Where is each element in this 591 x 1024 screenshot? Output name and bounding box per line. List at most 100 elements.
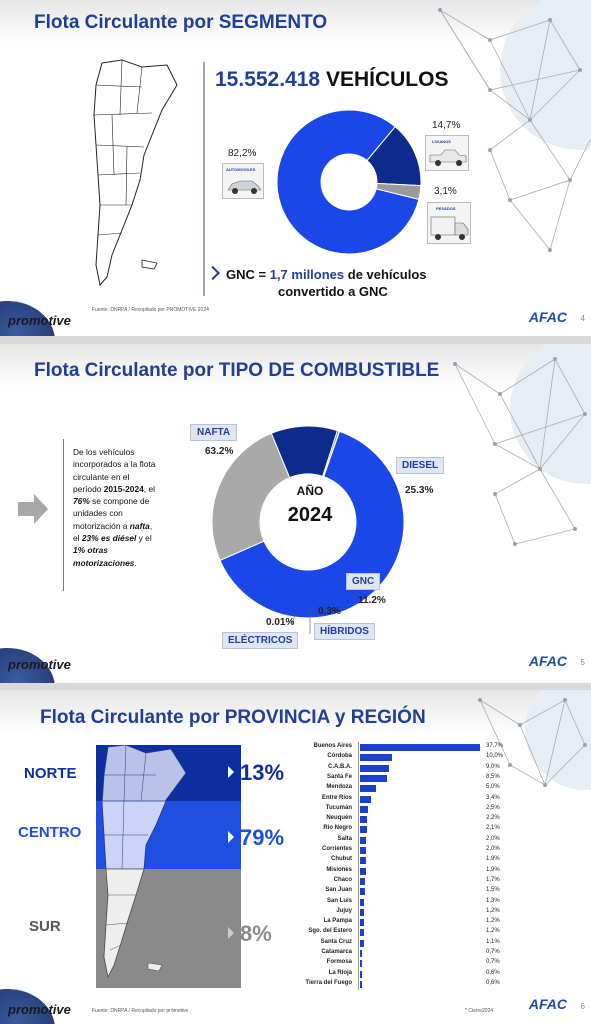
- network-decoration: [438, 0, 591, 252]
- bar: [360, 774, 388, 782]
- bar: [360, 795, 371, 803]
- footnote: * Cierre2024: [465, 1008, 494, 1014]
- automoviles-pct: 82,2%: [228, 148, 257, 159]
- bar: [360, 857, 367, 865]
- chevron-right-icon: [228, 927, 234, 939]
- bar: [360, 826, 367, 834]
- bar: [360, 939, 364, 947]
- bar-category-label: Rio Negro: [323, 825, 352, 832]
- hibridos-label: HÍBRIDOS: [314, 623, 375, 640]
- promotive-logo: promotive: [8, 657, 71, 672]
- bar: [360, 867, 367, 875]
- bar-value-label: 1,5%: [486, 887, 500, 894]
- bar-category-label: San Juan: [325, 887, 352, 894]
- nafta-pct: 63.2%: [205, 446, 234, 457]
- gnc-value: 1,7 millones: [269, 267, 345, 282]
- segment-donut-chart: [276, 109, 422, 255]
- network-decoration: [453, 344, 591, 546]
- total-vehicles-value: 15.552.418: [215, 68, 321, 91]
- bar-category-label: Corrientes: [321, 846, 352, 852]
- promotive-logo: promotive: [8, 313, 71, 328]
- bar-category-label: Córdoba: [327, 753, 352, 760]
- bar: [360, 929, 364, 937]
- bar: [360, 898, 365, 906]
- argentina-map: [93, 59, 178, 287]
- title-band: [0, 344, 591, 388]
- bar: [360, 919, 364, 927]
- summary-text-other-pct: 1% otras: [73, 545, 108, 556]
- promotive-logo: promotive: [8, 1002, 71, 1017]
- bar: [360, 764, 389, 772]
- source-note: Fuente: DNRPA / Recopilado por promotive: [92, 1008, 189, 1014]
- summary-text-part: se compone de: [89, 496, 150, 507]
- bar-category-label: Formosa: [326, 959, 352, 966]
- bar-category-label: Catamarca: [321, 949, 352, 955]
- center-year: 2024: [287, 504, 333, 526]
- bar-value-label: 1,2%: [486, 918, 500, 925]
- bar-category-label: La Pampa: [323, 918, 352, 925]
- bar-category-label: Santa Cruz: [320, 938, 352, 945]
- summary-text-nafta-pct: 76%: [73, 496, 90, 507]
- livianos-label: LIVIANOS: [432, 139, 451, 144]
- bar-value-label: 1,2%: [486, 928, 500, 935]
- donut-slice-nafta: [219, 430, 405, 619]
- centro-label: CENTRO: [18, 824, 82, 841]
- bar-value-label: 2,0%: [486, 846, 500, 852]
- arrow-right-icon: [205, 265, 220, 281]
- bar-category-label: Sgo. del Estero: [308, 928, 352, 935]
- gnc-prefix: GNC =: [226, 267, 270, 282]
- summary-text-part: motorización a: [73, 520, 130, 531]
- page-number: 4: [580, 314, 585, 323]
- bar: [360, 950, 363, 957]
- livianos-pct: 14,7%: [432, 120, 461, 131]
- slide-title: Flota Circulante por PROVINCIA y REGIÓN: [40, 707, 426, 728]
- bar: [360, 805, 368, 813]
- bar-value-label: 0,6%: [486, 979, 500, 986]
- bar: [360, 744, 480, 751]
- summary-text-part: circulante en el: [73, 471, 130, 482]
- summary-text-part: De los vehículos: [73, 447, 135, 457]
- chevron-right-icon: [228, 831, 234, 843]
- bar: [360, 836, 367, 844]
- fuel-donut-chart: [211, 425, 405, 619]
- pickup-truck-icon: LIVIANOS: [425, 135, 469, 171]
- bar-category-label: Tucumán: [325, 804, 352, 811]
- bar-value-label: 5,0%: [486, 784, 500, 791]
- bar: [360, 785, 376, 793]
- sur-label: SUR: [29, 918, 61, 935]
- bar-category-label: Tierra del Fuego: [305, 979, 352, 986]
- gnc-label: GNC: [346, 573, 381, 590]
- automoviles-label: AUTOMOVILES: [226, 167, 256, 172]
- summary-text: De los vehículos incorporados a la flota…: [73, 446, 183, 569]
- donut-slice-pesados: [375, 182, 422, 201]
- bar: [360, 908, 364, 916]
- summary-text-part: ,: [149, 520, 153, 531]
- gnc-line-2: convertido a GNC: [278, 284, 388, 299]
- hibridos-pct: 0.3%: [318, 606, 341, 617]
- bar: [360, 816, 367, 824]
- summary-text-part: incorporados a la flota: [73, 459, 156, 470]
- page-number: 5: [580, 658, 585, 667]
- summary-text-diesel: 23% es diésel: [81, 533, 137, 544]
- bar-category-label: Jujuy: [336, 907, 352, 914]
- summary-text-period: 2015-2024: [103, 483, 144, 494]
- nafta-label: NAFTA: [190, 424, 238, 441]
- bar: [360, 754, 392, 762]
- gnc-suffix: de vehículos: [344, 267, 427, 282]
- afac-logo: AFAC: [528, 653, 567, 669]
- page-number: 6: [580, 1002, 585, 1011]
- bar: [360, 888, 365, 896]
- bar-value-label: 2,1%: [486, 825, 500, 832]
- bar-value-label: 0,6%: [486, 969, 500, 976]
- bar-axis: [358, 742, 359, 990]
- total-vehicles-suffix: VEHÍCULOS: [325, 68, 449, 91]
- bar: [360, 970, 362, 978]
- bar-category-label: Neuquén: [326, 815, 352, 822]
- bar-value-label: 1,1%: [486, 938, 500, 945]
- bar-value-label: 1,9%: [486, 856, 500, 863]
- summary-text-nafta: nafta: [129, 520, 150, 531]
- bar-value-label: 3,4%: [486, 794, 500, 801]
- summary-text-part: y el: [136, 533, 152, 544]
- bar-category-label: Misiones: [326, 866, 352, 873]
- bar-value-label: 0,7%: [486, 959, 500, 966]
